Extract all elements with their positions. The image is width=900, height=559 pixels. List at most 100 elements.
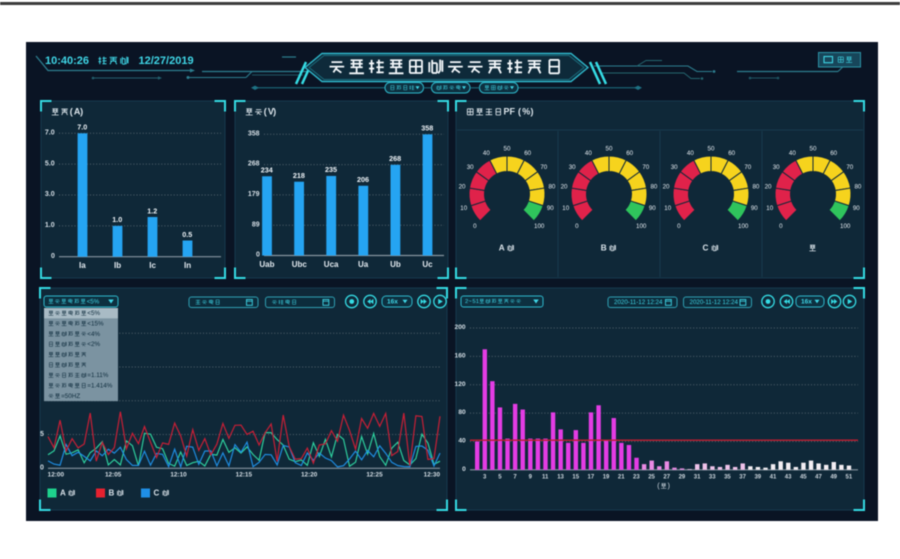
svg-text:21: 21 <box>618 474 625 480</box>
svg-text:7: 7 <box>513 474 517 480</box>
svg-text:=50HZ: =50HZ <box>61 393 80 400</box>
svg-text:51: 51 <box>845 474 852 480</box>
svg-text:): ) <box>531 107 534 117</box>
svg-text:=1.414%: =1.414% <box>87 383 112 390</box>
svg-text:0: 0 <box>677 223 681 230</box>
svg-text:16x: 16x <box>387 298 398 305</box>
svg-text:90: 90 <box>649 205 656 212</box>
svg-text:Ua: Ua <box>358 260 369 269</box>
svg-text:16x: 16x <box>801 298 812 305</box>
svg-text:(: ( <box>264 107 267 117</box>
svg-text:206: 206 <box>357 175 369 184</box>
svg-text:70: 70 <box>642 164 649 171</box>
svg-text:10: 10 <box>460 205 467 212</box>
svg-text:5: 5 <box>498 474 502 480</box>
svg-text:A: A <box>499 244 505 253</box>
svg-text:218: 218 <box>293 171 305 180</box>
svg-text:160: 160 <box>455 352 466 359</box>
svg-text:B: B <box>601 244 607 253</box>
svg-text:): ) <box>80 107 83 117</box>
svg-text:90: 90 <box>751 205 758 212</box>
svg-text:A: A <box>60 488 66 497</box>
svg-text:3: 3 <box>483 474 487 480</box>
svg-text:7.0: 7.0 <box>77 123 87 132</box>
svg-text:0: 0 <box>779 223 783 230</box>
svg-text:120: 120 <box>455 381 466 388</box>
svg-text:20: 20 <box>561 184 568 191</box>
svg-text:Ic: Ic <box>149 261 156 270</box>
svg-text:19: 19 <box>603 474 610 480</box>
svg-text:235: 235 <box>325 165 337 174</box>
svg-text:43: 43 <box>785 474 792 480</box>
svg-text:41: 41 <box>770 474 777 480</box>
svg-text:30: 30 <box>773 164 780 171</box>
svg-text:B: B <box>109 488 115 497</box>
svg-text:80: 80 <box>650 184 657 191</box>
svg-text:Uab: Uab <box>259 260 274 269</box>
svg-text:<15%: <15% <box>87 320 104 327</box>
svg-text:50: 50 <box>504 145 511 152</box>
svg-text:13: 13 <box>557 474 564 480</box>
svg-text:3.0: 3.0 <box>45 191 55 198</box>
svg-text:12:30: 12:30 <box>424 472 441 479</box>
svg-text:70: 70 <box>846 164 853 171</box>
svg-text:234: 234 <box>261 166 273 175</box>
svg-text:12:10: 12:10 <box>170 472 187 479</box>
svg-text:0: 0 <box>473 223 477 230</box>
svg-text:0: 0 <box>51 253 55 260</box>
svg-text:Uc: Uc <box>422 260 433 269</box>
svg-text:Ubc: Ubc <box>292 260 308 269</box>
svg-text:10: 10 <box>664 205 671 212</box>
svg-text:PF: PF <box>503 107 515 117</box>
svg-text:20: 20 <box>663 184 670 191</box>
svg-text:23: 23 <box>633 474 640 480</box>
svg-text:12:25: 12:25 <box>366 472 383 479</box>
svg-text:A: A <box>74 107 81 117</box>
svg-text:=1.11%: =1.11% <box>87 372 108 379</box>
svg-text:): ) <box>273 107 276 117</box>
svg-text:1.2: 1.2 <box>147 206 157 215</box>
svg-text:15: 15 <box>572 474 579 480</box>
svg-text:12:05: 12:05 <box>105 472 122 479</box>
svg-text:10:40:26: 10:40:26 <box>45 55 89 67</box>
svg-text:80: 80 <box>548 184 555 191</box>
svg-text:In: In <box>184 261 191 270</box>
svg-text:80: 80 <box>458 409 466 416</box>
svg-text:90: 90 <box>853 205 860 212</box>
svg-text:(: ( <box>518 107 521 117</box>
svg-text:1.0: 1.0 <box>112 215 122 224</box>
svg-text:<2%: <2% <box>87 341 100 348</box>
svg-text:<4%: <4% <box>87 331 100 338</box>
svg-text:80: 80 <box>854 184 861 191</box>
svg-text:5: 5 <box>40 431 44 438</box>
svg-text:100: 100 <box>636 223 647 230</box>
svg-text:7.0: 7.0 <box>45 129 55 136</box>
svg-text:29: 29 <box>679 474 686 480</box>
svg-text:40: 40 <box>458 438 466 445</box>
svg-text:37: 37 <box>739 474 746 480</box>
svg-text:10: 10 <box>766 205 773 212</box>
svg-text:Ib: Ib <box>114 261 121 270</box>
svg-text:9: 9 <box>529 474 533 480</box>
svg-text:): ) <box>668 483 670 490</box>
svg-text:12:00: 12:00 <box>48 472 65 479</box>
svg-text:51: 51 <box>472 299 479 305</box>
svg-text:%: % <box>522 107 530 117</box>
svg-text:20: 20 <box>765 184 772 191</box>
svg-text:30: 30 <box>569 164 576 171</box>
svg-text:100: 100 <box>840 223 851 230</box>
svg-text:25: 25 <box>648 474 655 480</box>
svg-text:0: 0 <box>256 252 260 259</box>
svg-text:31: 31 <box>694 474 701 480</box>
svg-text:100: 100 <box>738 223 749 230</box>
svg-text:47: 47 <box>815 474 822 480</box>
svg-text:40: 40 <box>789 150 796 157</box>
svg-text:Ia: Ia <box>79 261 86 270</box>
svg-text:C: C <box>702 244 708 253</box>
svg-text:40: 40 <box>483 150 490 157</box>
svg-text:90: 90 <box>547 205 554 212</box>
svg-text:49: 49 <box>830 474 837 480</box>
svg-text:45: 45 <box>800 474 807 480</box>
svg-text:0.5: 0.5 <box>182 230 192 239</box>
svg-text:2: 2 <box>465 299 468 305</box>
